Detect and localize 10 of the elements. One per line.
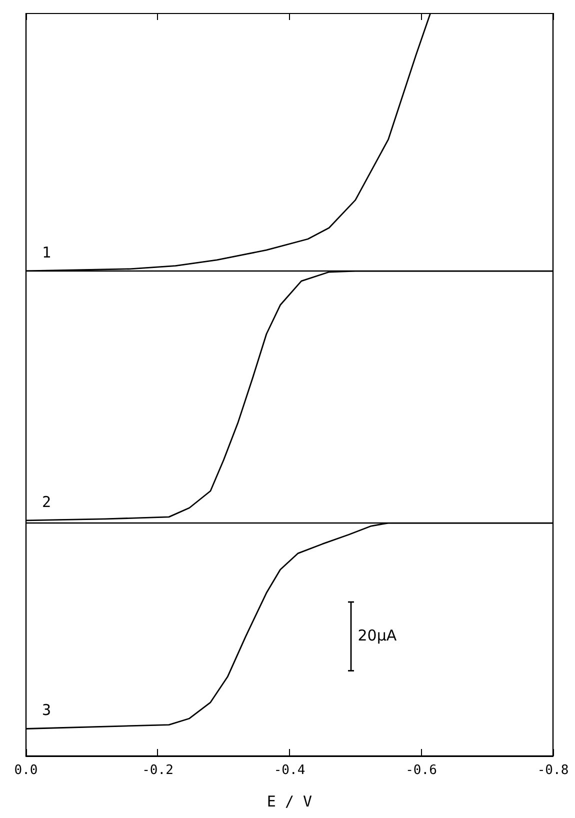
x-tick-label: -0.2 (142, 763, 174, 778)
x-tick-label: -0.8 (537, 763, 569, 778)
x-tick-label: -0.4 (274, 763, 306, 778)
x-tick-label: -0.6 (406, 763, 437, 778)
annotation: 1 (42, 244, 52, 262)
x-tick-label: 0.0 (14, 763, 38, 778)
x-axis-title: E / V (266, 792, 312, 810)
annotation: 20μA (358, 626, 398, 645)
annotation: 3 (42, 701, 52, 720)
annotation: 2 (42, 492, 52, 511)
